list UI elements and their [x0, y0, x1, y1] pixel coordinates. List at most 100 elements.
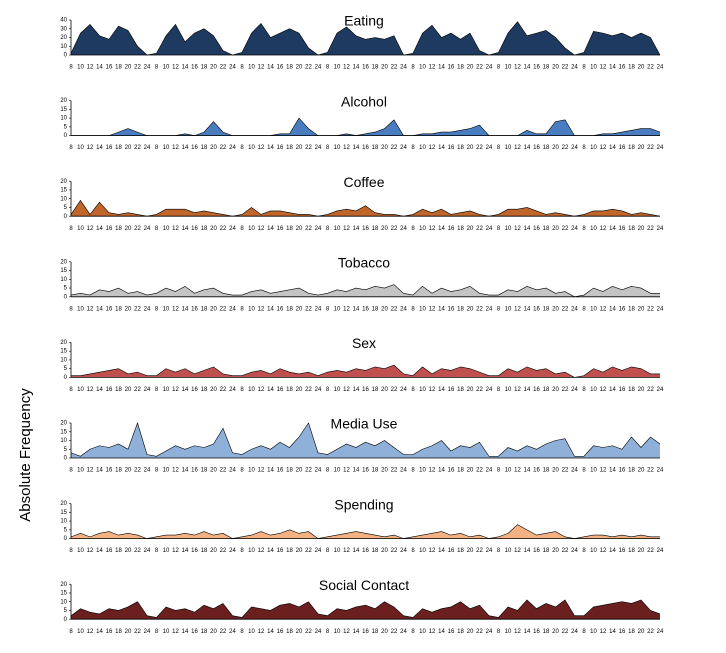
x-tick-label: 18 — [286, 226, 293, 232]
x-tick-label: 8 — [155, 468, 159, 474]
x-tick-label: 20 — [638, 629, 645, 635]
x-tick-label: 18 — [543, 226, 550, 232]
x-tick-label: 22 — [305, 306, 312, 312]
y-tick-label: 30 — [60, 26, 67, 32]
x-tick-label: 22 — [647, 226, 654, 232]
x-tick-label: 12 — [172, 629, 179, 635]
x-tick-label: 18 — [115, 468, 122, 474]
x-tick-label: 24 — [486, 145, 493, 151]
x-tick-label: 20 — [467, 629, 474, 635]
panel-title: Social Contact — [319, 577, 409, 593]
x-tick-label: 10 — [505, 468, 512, 474]
x-tick-label: 8 — [497, 306, 501, 312]
x-tick-label: 14 — [353, 65, 360, 71]
y-tick-label: 0 — [64, 133, 68, 139]
x-tick-label: 10 — [248, 65, 255, 71]
x-tick-label: 14 — [267, 468, 274, 474]
x-tick-label: 24 — [571, 226, 578, 232]
x-tick-label: 24 — [657, 65, 664, 71]
x-tick-label: 22 — [305, 387, 312, 393]
x-tick-label: 18 — [457, 548, 464, 554]
x-tick-label: 10 — [163, 387, 170, 393]
x-tick-label: 24 — [657, 548, 664, 554]
x-tick-label: 12 — [343, 387, 350, 393]
x-tick-label: 10 — [419, 306, 426, 312]
x-tick-label: 8 — [497, 226, 501, 232]
x-tick-label: 24 — [315, 226, 322, 232]
x-tick-label: 12 — [343, 468, 350, 474]
x-tick-label: 14 — [609, 387, 616, 393]
x-tick-label: 14 — [353, 387, 360, 393]
x-tick-label: 24 — [229, 65, 236, 71]
x-tick-label: 18 — [201, 468, 208, 474]
x-tick-label: 24 — [657, 387, 664, 393]
x-tick-label: 20 — [125, 468, 132, 474]
x-tick-label: 24 — [315, 65, 322, 71]
x-tick-label: 16 — [619, 65, 626, 71]
x-tick-label: 10 — [334, 226, 341, 232]
x-tick-label: 10 — [334, 306, 341, 312]
x-tick-label: 18 — [372, 548, 379, 554]
x-tick-label: 8 — [582, 65, 586, 71]
x-tick-label: 10 — [248, 548, 255, 554]
x-tick-label: 10 — [590, 65, 597, 71]
x-tick-label: 18 — [286, 468, 293, 474]
x-tick-label: 12 — [514, 226, 521, 232]
x-tick-label: 18 — [115, 548, 122, 554]
x-tick-label: 16 — [619, 226, 626, 232]
y-tick-label: 15 — [60, 591, 67, 597]
x-tick-label: 14 — [524, 306, 531, 312]
x-tick-label: 14 — [182, 468, 189, 474]
x-tick-label: 22 — [562, 468, 569, 474]
x-tick-label: 24 — [144, 548, 151, 554]
x-tick-label: 24 — [229, 226, 236, 232]
x-tick-label: 16 — [277, 387, 284, 393]
x-tick-label: 14 — [609, 145, 616, 151]
x-tick-label: 10 — [163, 226, 170, 232]
y-tick-label: 5 — [64, 286, 68, 292]
x-tick-label: 14 — [438, 226, 445, 232]
x-tick-label: 18 — [372, 145, 379, 151]
y-tick-label: 20 — [60, 98, 67, 104]
x-tick-label: 18 — [115, 306, 122, 312]
x-tick-label: 10 — [334, 145, 341, 151]
x-tick-label: 20 — [210, 548, 217, 554]
x-tick-label: 22 — [476, 387, 483, 393]
x-tick-label: 14 — [438, 468, 445, 474]
x-tick-label: 12 — [600, 65, 607, 71]
y-tick-label: 10 — [60, 357, 67, 363]
y-tick-label: 10 — [60, 44, 67, 50]
x-tick-label: 16 — [448, 548, 455, 554]
x-tick-label: 16 — [106, 548, 113, 554]
x-tick-label: 14 — [609, 468, 616, 474]
y-tick-label: 15 — [60, 429, 67, 435]
x-tick-label: 18 — [457, 65, 464, 71]
x-tick-label: 24 — [571, 306, 578, 312]
x-tick-label: 8 — [326, 548, 330, 554]
x-tick-label: 16 — [448, 468, 455, 474]
x-tick-label: 16 — [362, 306, 369, 312]
x-tick-label: 24 — [229, 548, 236, 554]
area-outline — [70, 199, 661, 217]
x-tick-label: 20 — [552, 145, 559, 151]
x-tick-label: 14 — [438, 548, 445, 554]
x-tick-label: 16 — [619, 387, 626, 393]
x-tick-label: 16 — [619, 145, 626, 151]
x-tick-label: 8 — [497, 548, 501, 554]
area-fill — [71, 284, 660, 297]
x-tick-label: 20 — [210, 306, 217, 312]
y-tick-label: 10 — [60, 599, 67, 605]
x-tick-label: 20 — [638, 306, 645, 312]
x-tick-label: 24 — [400, 226, 407, 232]
x-tick-label: 8 — [240, 387, 244, 393]
x-tick-label: 8 — [326, 65, 330, 71]
x-tick-label: 8 — [155, 387, 159, 393]
x-tick-label: 12 — [429, 65, 436, 71]
x-tick-label: 12 — [172, 145, 179, 151]
panel-title: Sex — [352, 335, 376, 351]
x-tick-label: 24 — [229, 145, 236, 151]
x-tick-label: 12 — [258, 629, 265, 635]
x-tick-label: 8 — [497, 65, 501, 71]
x-tick-label: 16 — [448, 226, 455, 232]
panel-title: Alcohol — [341, 93, 387, 109]
